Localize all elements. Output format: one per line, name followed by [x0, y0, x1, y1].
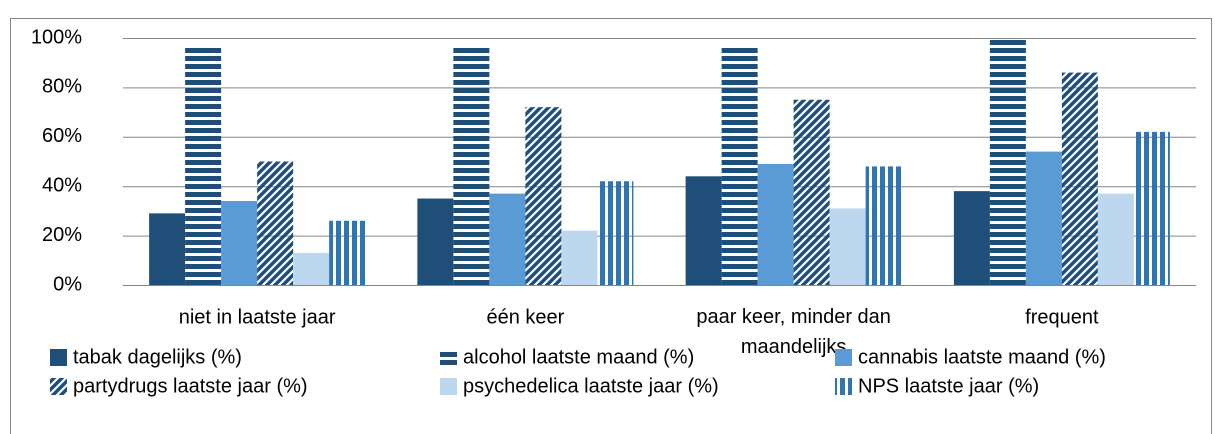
- bar: [329, 220, 366, 285]
- legend-label: psychedelica laatste jaar (%): [463, 375, 719, 397]
- bar: [489, 193, 526, 285]
- bar: [185, 45, 222, 285]
- x-tick-line: paar keer, minder dan: [696, 306, 891, 328]
- chart-frame: [10, 18, 1212, 434]
- bar: [525, 107, 562, 285]
- y-tick-label: 0%: [53, 273, 82, 295]
- bar: [597, 181, 634, 285]
- legend-swatch: [835, 349, 852, 366]
- bar: [561, 230, 598, 285]
- bar: [953, 191, 990, 285]
- bar: [829, 208, 866, 285]
- bar: [293, 252, 330, 285]
- bar: [685, 176, 722, 285]
- legend-swatch: [440, 378, 457, 395]
- bar: [757, 163, 794, 285]
- bar: [1097, 193, 1134, 285]
- bar: [1061, 72, 1098, 285]
- legend-swatch: [50, 378, 67, 395]
- y-tick-label: 80%: [42, 76, 82, 98]
- bar: [417, 198, 454, 285]
- x-tick-line: maandelijks: [741, 336, 847, 358]
- legend-label: NPS laatste jaar (%): [858, 375, 1039, 397]
- y-tick-label: 100%: [31, 26, 82, 48]
- legend-swatch: [50, 349, 67, 366]
- y-tick-label: 40%: [42, 174, 82, 196]
- bar: [721, 45, 758, 285]
- bar: [793, 99, 830, 285]
- bar: [1133, 131, 1170, 285]
- bar: [453, 45, 490, 285]
- x-tick-label: niet in laatste jaar: [179, 306, 336, 328]
- x-tick-label: frequent: [1025, 306, 1099, 328]
- y-tick-label: 60%: [42, 125, 82, 147]
- legend-swatch: [440, 349, 457, 366]
- bar: [865, 166, 902, 285]
- bar: [149, 213, 186, 285]
- x-tick-label: paar keer, minder dan maandelijks: [696, 306, 891, 358]
- bar: [1025, 151, 1062, 285]
- legend-label: tabak dagelijks (%): [73, 346, 242, 368]
- bar: [221, 201, 258, 285]
- legend-swatch: [835, 378, 852, 395]
- legend-label: partydrugs laatste jaar (%): [73, 375, 308, 397]
- bar: [257, 161, 294, 285]
- bar: [989, 38, 1026, 285]
- y-tick-label: 20%: [42, 224, 82, 246]
- x-tick-label: één keer: [486, 306, 564, 328]
- legend-label: cannabis laatste maand (%): [858, 346, 1106, 368]
- legend-label: alcohol laatste maand (%): [463, 346, 694, 368]
